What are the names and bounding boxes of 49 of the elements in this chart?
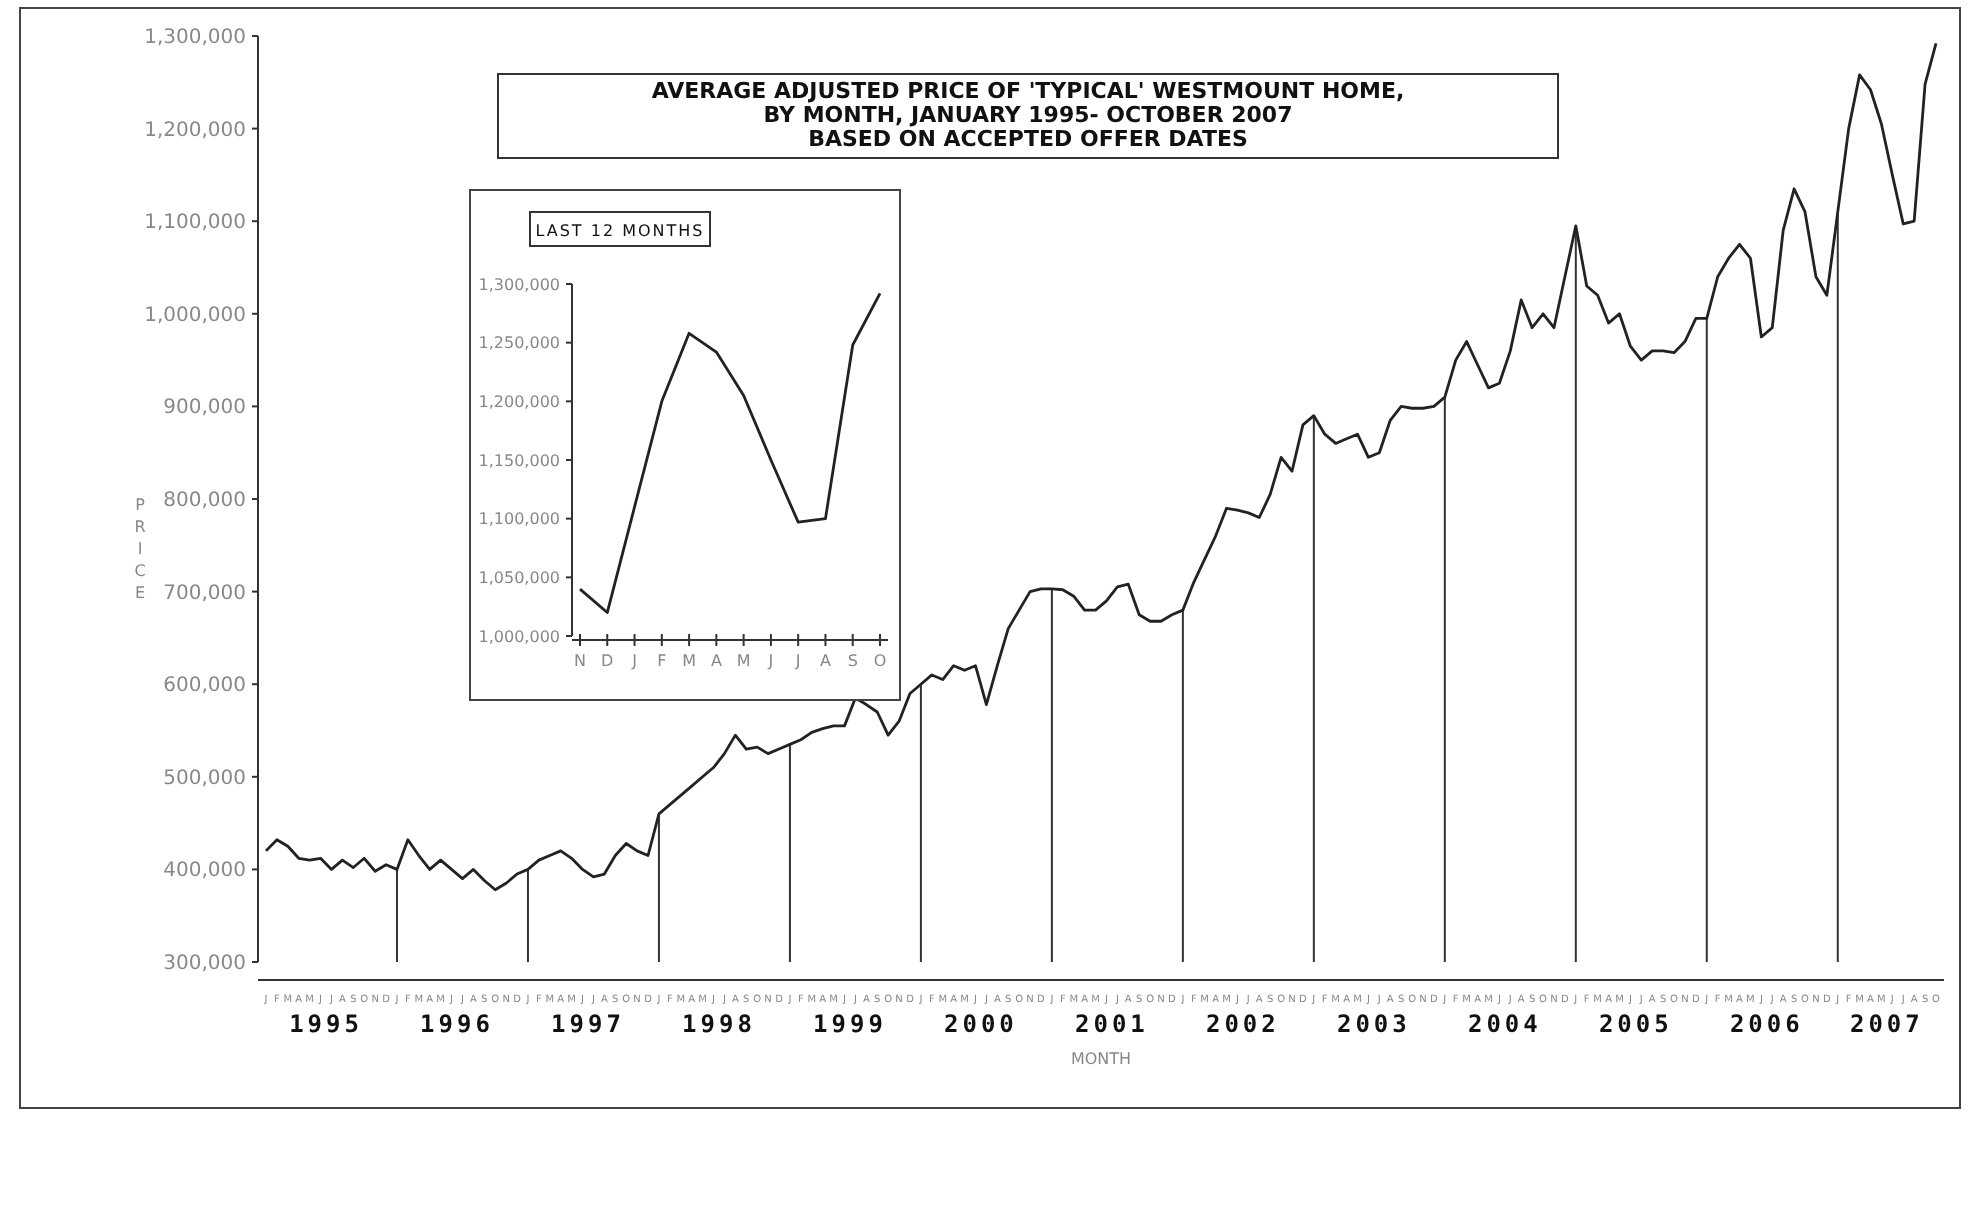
y-tick-label: 400,000 [163, 860, 246, 883]
y-tick-label: 600,000 [163, 675, 246, 698]
chart-title: LAST 12 MONTHS [535, 222, 705, 240]
y-tick-label: 1,200,000 [144, 119, 246, 142]
line-series [578, 291, 882, 614]
x-tick-label: A [819, 652, 832, 670]
y-tick-label: 800,000 [163, 490, 246, 512]
x-tick-label: J [793, 652, 801, 670]
y-tick-label: 1,300,000 [478, 275, 560, 294]
y-tick-label: 700,000 [163, 582, 246, 605]
x-tick-label: N [574, 652, 587, 670]
text: 1997 [551, 1010, 625, 1038]
x-axis-title: MONTH [1070, 1050, 1132, 1068]
text: 1998 [682, 1010, 756, 1038]
x-tick-label: M [682, 652, 697, 670]
text: 1996 [420, 1010, 494, 1038]
y-tick-label: 1,250,000 [478, 334, 560, 353]
x-tick-label: F [657, 652, 668, 670]
y-tick-label: 1,000,000 [144, 304, 246, 327]
text: 1995 [289, 1010, 363, 1038]
x-tick-label: J [630, 652, 637, 670]
x-tick-label: J [766, 652, 774, 670]
y-tick-label: 1,300,000 [144, 27, 246, 49]
text: AVERAGE ADJUSTED PRICE OF 'TYPICAL' WESTMOUNT HOME, BY MONTH, JANUARY 1995- OCTOBER 2007 BASED ON ACCEPTED OFFER DATES [651, 78, 1405, 152]
y-tick-label: 300,000 [163, 953, 246, 975]
text: 2007 [1849, 1010, 1924, 1038]
x-tick-label: O [873, 652, 887, 670]
text: 2000 [944, 1010, 1018, 1038]
y-tick-label: 900,000 [163, 397, 246, 420]
x-tick-label: A [710, 652, 723, 670]
y-tick-label: 1,050,000 [478, 568, 560, 587]
y-tick-label: 1,150,000 [478, 451, 560, 470]
y-tick-label: 1,000,000 [478, 627, 560, 646]
text: 2003 [1336, 1010, 1411, 1038]
text: 2005 [1598, 1010, 1673, 1038]
y-tick-label: 1,100,000 [478, 510, 560, 529]
text: 2002 [1205, 1010, 1280, 1038]
text: 2001 [1075, 1010, 1149, 1038]
y-tick-label: 1,200,000 [478, 392, 560, 411]
x-tick-label: D [601, 652, 614, 670]
text: 2006 [1729, 1010, 1804, 1038]
y-tick-label: 1,100,000 [144, 212, 246, 235]
y-tick-label: 500,000 [163, 767, 246, 790]
x-tick-label: M [736, 652, 751, 670]
text: 2004 [1467, 1010, 1542, 1038]
text: 1999 [813, 1010, 887, 1038]
y-axis-title: PRICE [134, 496, 147, 602]
x-tick-label: S [847, 652, 858, 670]
line-series [264, 42, 1938, 892]
